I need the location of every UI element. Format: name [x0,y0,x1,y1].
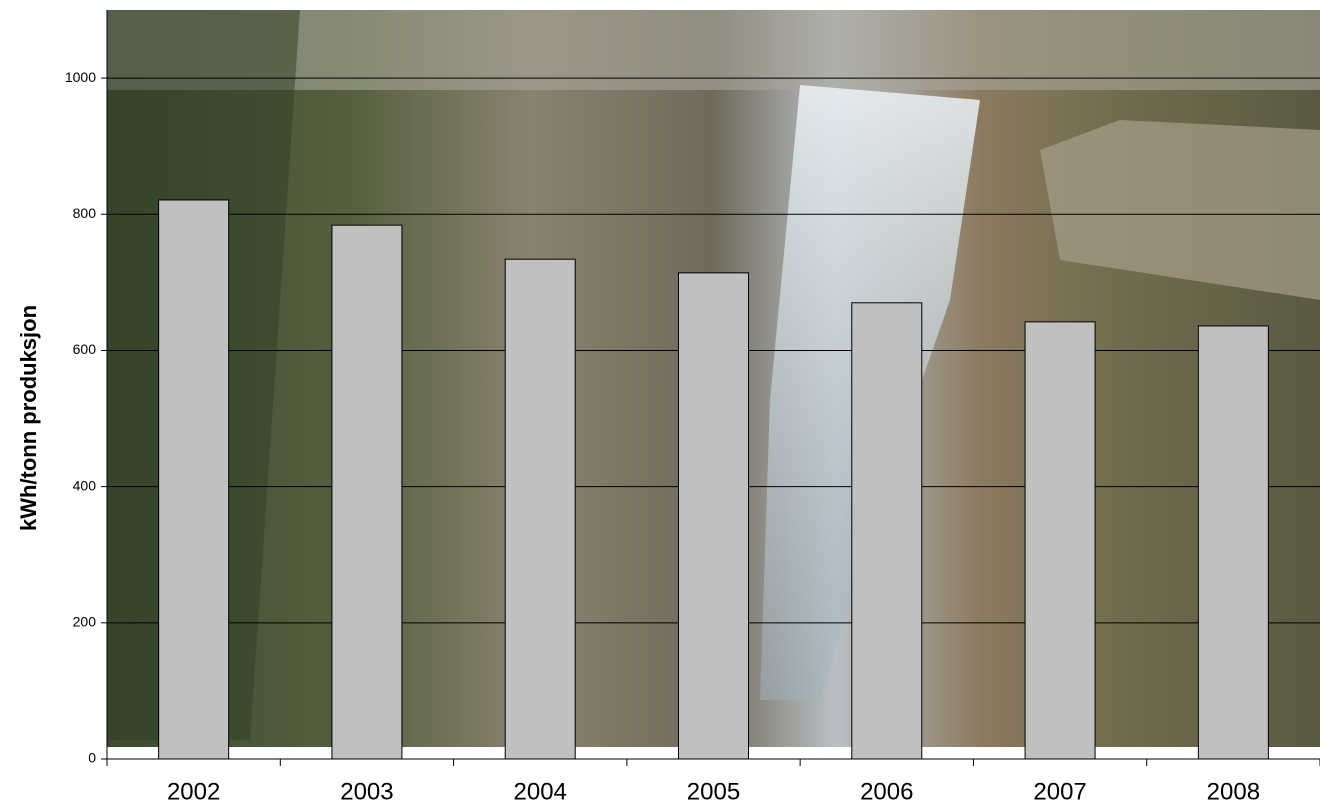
bar [1025,322,1095,759]
y-tick-label: 0 [88,750,96,766]
y-tick-label: 1000 [65,69,96,85]
bar [505,259,575,759]
y-tick-label: 800 [73,205,97,221]
bar [332,225,402,759]
y-tick-label: 400 [73,477,97,493]
x-tick-label: 2002 [167,778,220,805]
y-axis-label: kWh/tonn produksjon [16,305,41,531]
chart: kWh/tonn produksjon 0 200 400 600 800 1000 200… [0,0,1320,807]
x-tick-label: 2004 [514,778,567,805]
y-tick-label: 200 [73,614,97,630]
x-tick-label: 2007 [1033,778,1086,805]
bar [679,273,749,759]
bar [159,200,229,759]
x-tick-label: 2008 [1207,778,1260,805]
x-tick-label: 2003 [340,778,393,805]
bar [852,303,922,759]
bar [1198,326,1268,759]
x-tick-label: 2005 [687,778,740,805]
x-tick-label: 2006 [860,778,913,805]
y-tick-label: 600 [73,341,97,357]
